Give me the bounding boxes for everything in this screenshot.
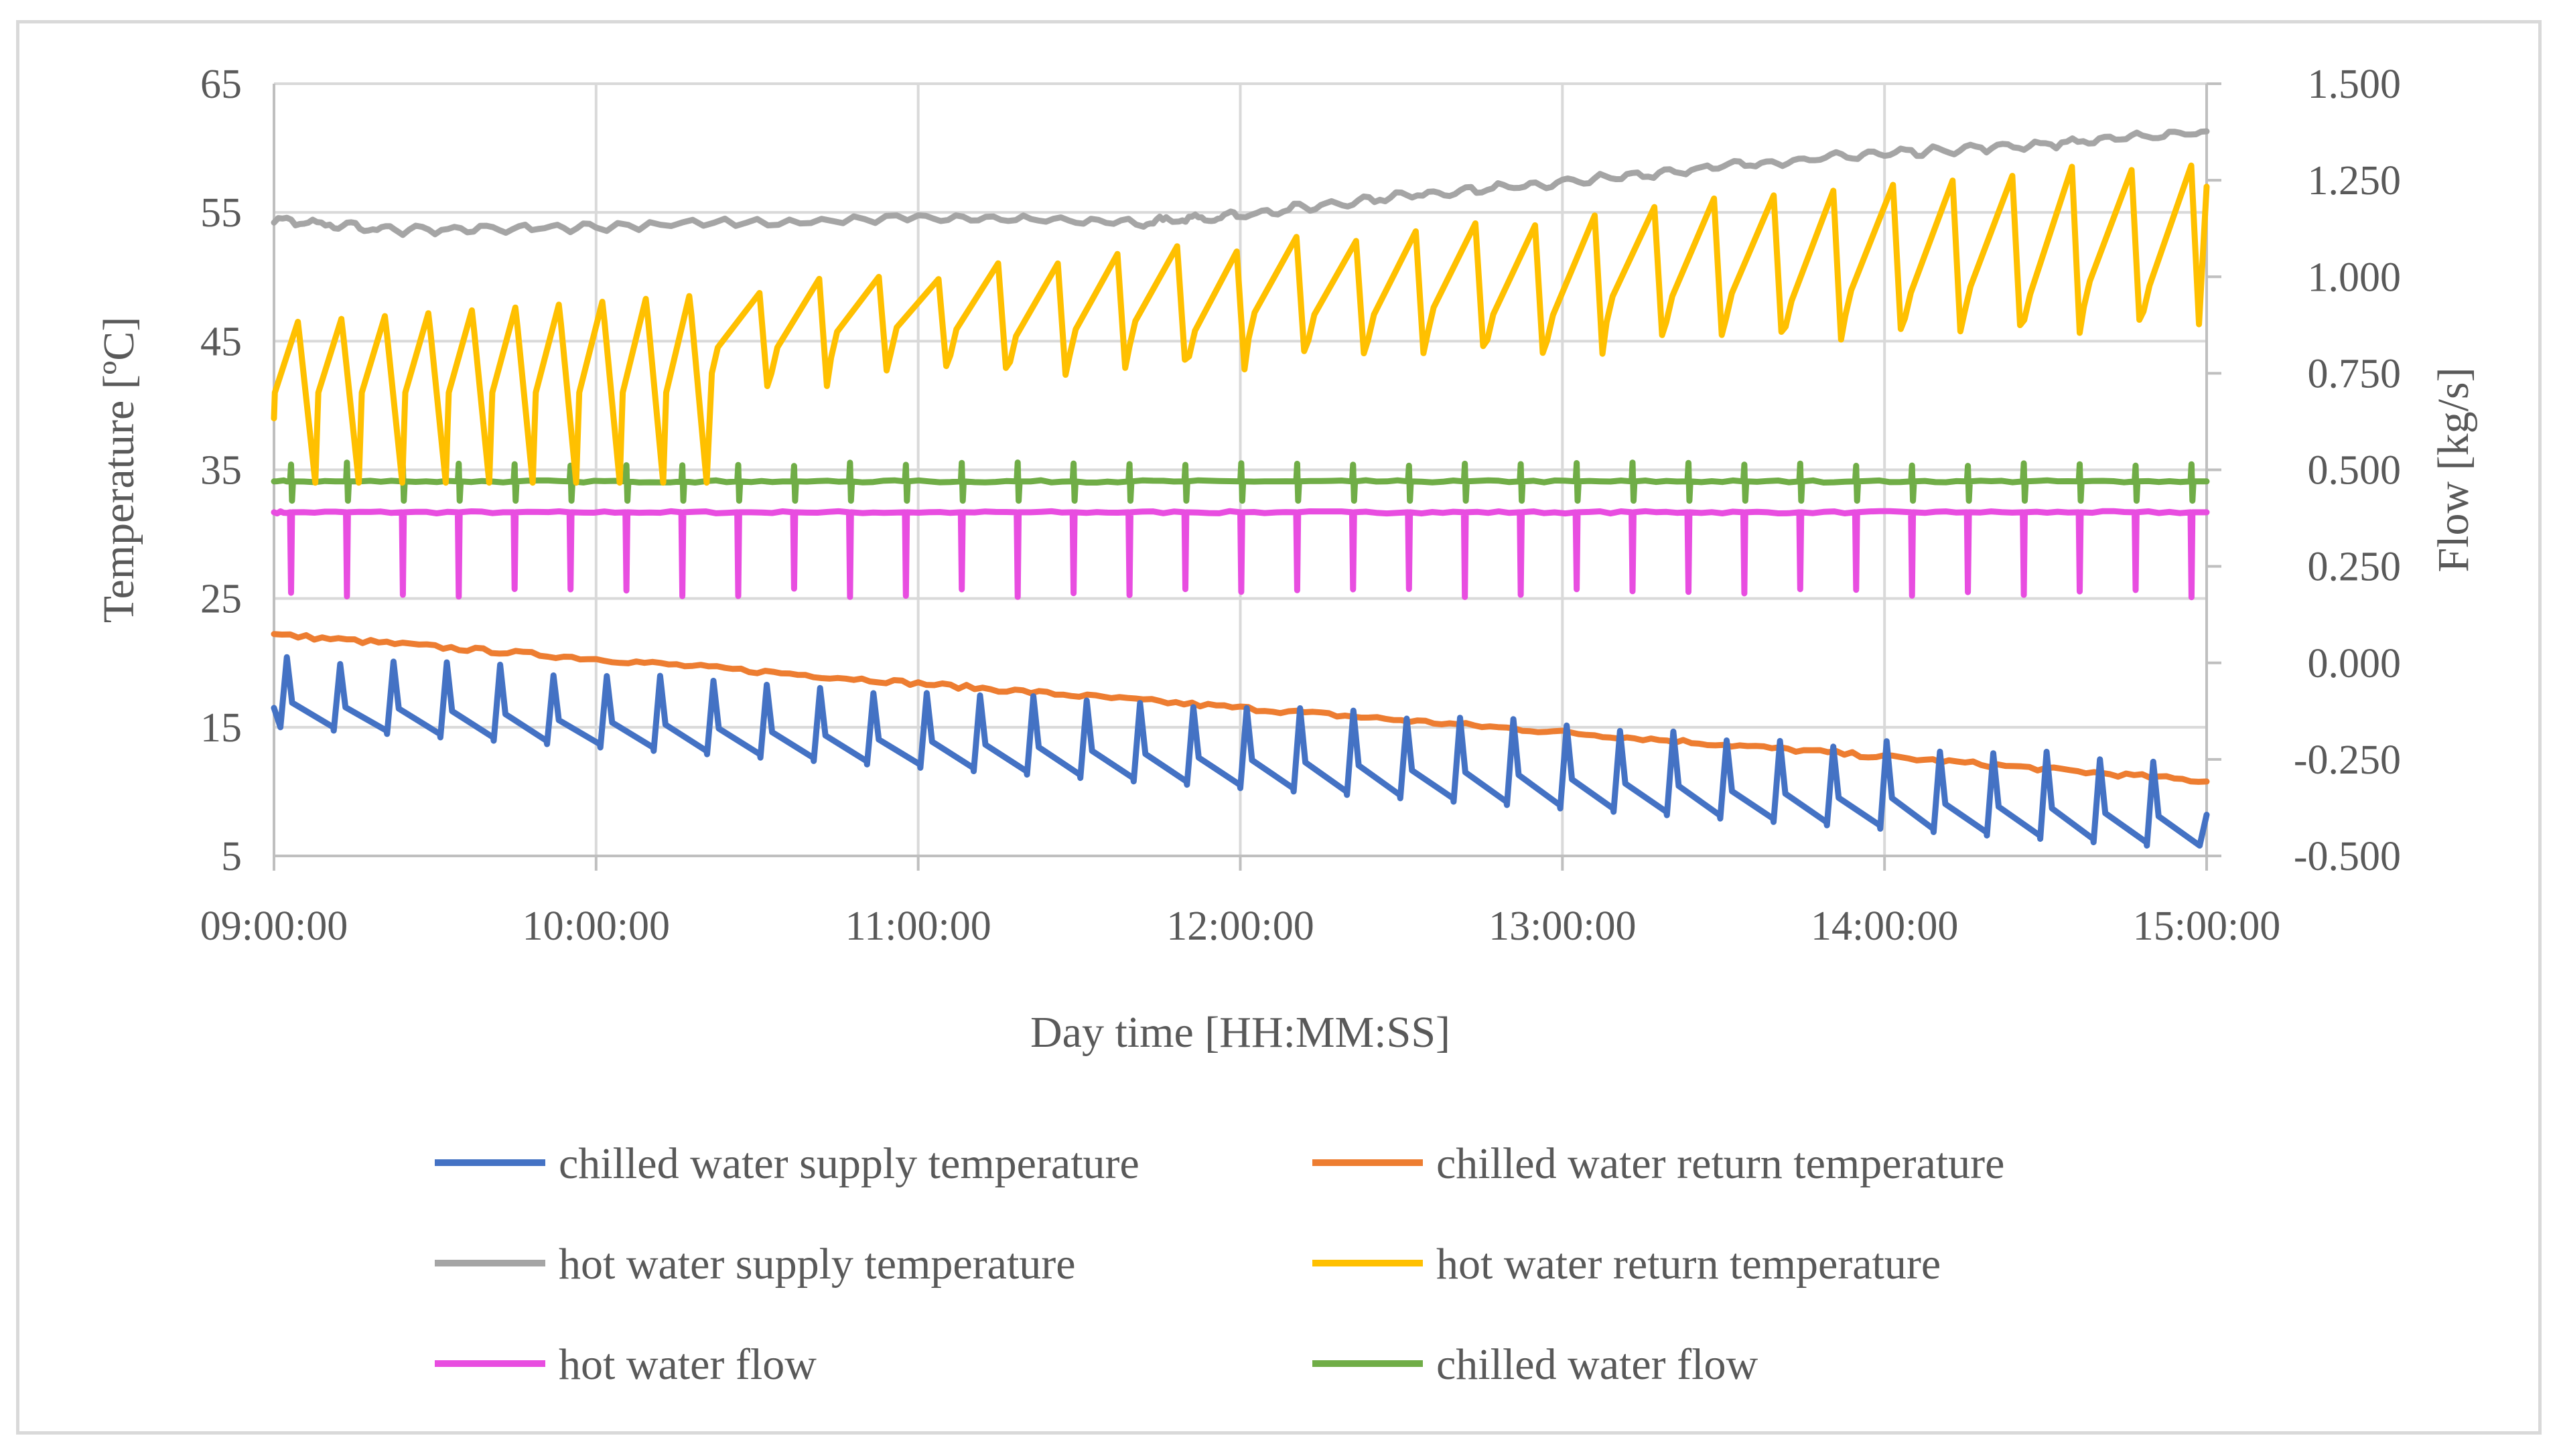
legend-label: chilled water return temperature — [1436, 1139, 2004, 1188]
x-tick-label: 11:00:00 — [845, 903, 991, 949]
x-tick-label: 10:00:00 — [523, 903, 670, 949]
y-tick-label: 35 — [200, 448, 242, 494]
y2-tick-label: -0.250 — [2294, 737, 2401, 783]
x-tick-label: 15:00:00 — [2133, 903, 2280, 949]
y-axis-title: Temperature [ºC] — [94, 317, 143, 623]
x-tick-label: 14:00:00 — [1811, 903, 1958, 949]
y2-tick-label: 0.250 — [2308, 544, 2402, 590]
legend-label: chilled water flow — [1436, 1340, 1758, 1389]
legend-label: hot water supply temperature — [559, 1240, 1076, 1289]
legend-label: chilled water supply temperature — [559, 1139, 1139, 1188]
series-line-hot-water-supply-temperature — [271, 128, 2210, 238]
y-tick-label: 15 — [200, 705, 242, 751]
tick-labels: 5 15 25 35 45 55 65 09:00:00 10:00:00 11:00:00 12:… — [200, 62, 2401, 949]
legend-label: hot water flow — [559, 1340, 817, 1389]
y-tick-label: 65 — [200, 62, 242, 107]
y2-tick-label: 0.000 — [2308, 641, 2402, 686]
series-line-hot-water-flow — [271, 508, 2210, 601]
axes — [273, 82, 2221, 871]
series-line-chilled-water-supply-temperature — [271, 654, 2210, 849]
chart-frame: 5 15 25 35 45 55 65 09:00:00 10:00:00 11:00:00 12:… — [16, 20, 2542, 1435]
x-tick-label: 12:00:00 — [1166, 903, 1314, 949]
y2-tick-label: 1.250 — [2308, 158, 2402, 204]
series-lines — [271, 128, 2210, 849]
y2-tick-label: 0.750 — [2308, 351, 2402, 396]
y2-tick-label: 0.500 — [2308, 448, 2402, 494]
series-line-chilled-water-flow — [271, 459, 2210, 504]
y2-tick-label: 1.500 — [2308, 62, 2402, 107]
x-axis-title: Day time [HH:MM:SS] — [1030, 1008, 1450, 1057]
y2-tick-label: 1.000 — [2308, 254, 2402, 300]
y-tick-label: 25 — [200, 577, 242, 622]
x-tick-label: 09:00:00 — [200, 903, 348, 949]
y-tick-label: 45 — [200, 319, 242, 364]
series-line-hot-water-return-temperature — [271, 162, 2210, 486]
line-chart: 5 15 25 35 45 55 65 09:00:00 10:00:00 11:00:00 12:… — [94, 62, 2478, 1389]
y-tick-label: 55 — [200, 190, 242, 236]
legend: chilled water supply temperature chilled … — [435, 1139, 2004, 1389]
y2-tick-label: -0.500 — [2294, 834, 2401, 879]
legend-label: hot water return temperature — [1436, 1240, 1941, 1289]
x-tick-label: 13:00:00 — [1489, 903, 1636, 949]
y2-axis-title: Flow [kg/s] — [2429, 367, 2478, 572]
y-tick-label: 5 — [221, 834, 242, 879]
